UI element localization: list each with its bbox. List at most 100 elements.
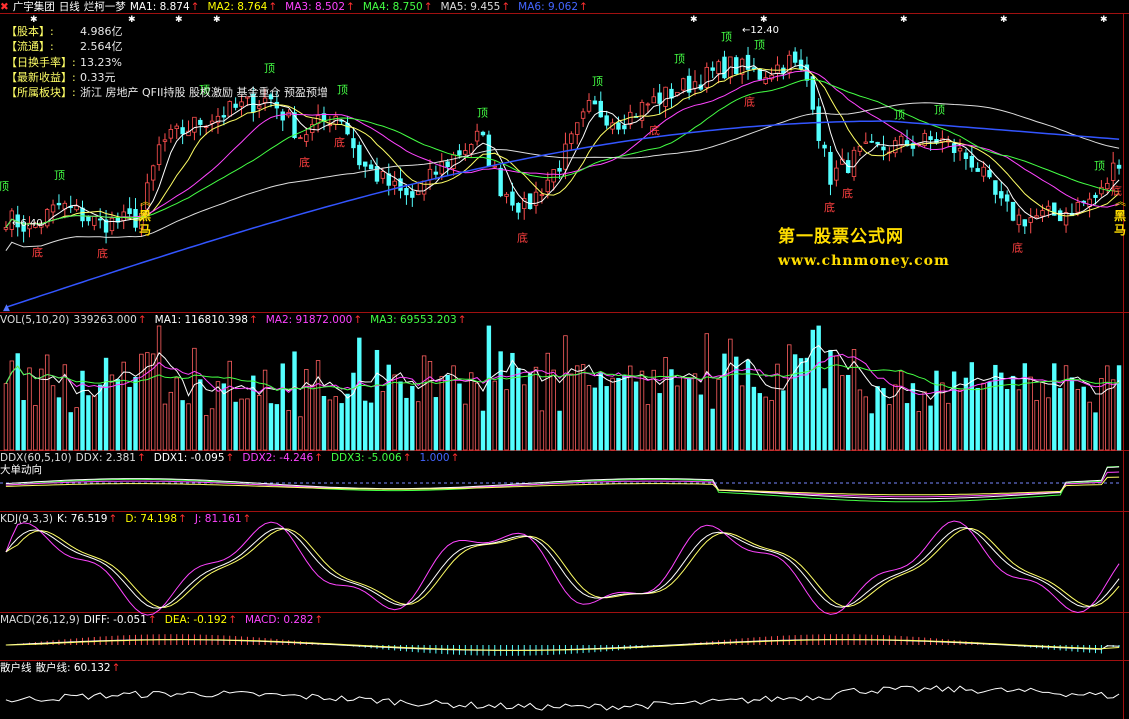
top-marker: 顶 <box>894 108 905 121</box>
candle-body <box>233 103 238 108</box>
candle-body <box>374 166 380 182</box>
volume-bar <box>586 385 592 451</box>
retail-label[interactable]: 散户线 <box>0 662 32 674</box>
candle-body <box>875 141 880 145</box>
candle-body <box>1063 212 1069 226</box>
watermark: 第一股票公式网 www.chnmoney.com <box>778 222 950 269</box>
low-price-label: ←6.40 <box>12 218 43 229</box>
signal-dot-icon: ✱ <box>690 15 698 25</box>
candle-body <box>469 144 474 154</box>
candle-body <box>74 205 79 211</box>
kdj-header: KDJ(9,3,3) K: 76.519↑ D: 74.198↑ J: 81.161↑ <box>0 512 263 526</box>
volume-bar <box>62 364 68 451</box>
volume-bar <box>39 368 44 451</box>
volume-bar <box>716 378 721 451</box>
volume-bar <box>186 403 191 451</box>
volume-bar <box>551 369 556 451</box>
vol-value-3: MA2: 91872.000↑ <box>265 314 363 326</box>
top-marker: 顶 <box>674 53 685 66</box>
candle-body <box>751 67 757 70</box>
top-marker: 顶 <box>0 180 9 193</box>
volume-header: VOL(5,10,20) 339263.000↑ MA1: 116810.398↑ M… <box>0 313 479 327</box>
candle-body <box>198 119 203 125</box>
volume-bar <box>840 375 845 451</box>
macd-value-1: DIFF: -0.051↑ <box>83 614 157 626</box>
candle-body <box>745 54 751 70</box>
volume-bar <box>168 391 174 451</box>
volume-bar <box>775 363 780 451</box>
volume-label[interactable]: VOL(5,10,20) <box>0 314 70 326</box>
indicator-name: 烂柯一梦 <box>83 1 126 13</box>
info-key: 【日换手率】: <box>6 55 76 69</box>
up-arrow-icon: ↑ <box>402 452 412 464</box>
vol-value-4: MA3: 69553.203↑ <box>370 314 467 326</box>
candle-body <box>1075 202 1081 213</box>
candle-body <box>663 86 668 107</box>
volume-bar <box>198 379 203 451</box>
candle-body <box>716 61 721 74</box>
candle-body <box>398 178 403 191</box>
volume-bar <box>981 382 986 451</box>
volume-bar <box>1022 363 1028 451</box>
kdj-label[interactable]: KDJ(9,3,3) <box>0 513 53 525</box>
volume-bar <box>686 377 692 451</box>
signal-dot-icon: ✱ <box>213 15 221 25</box>
volume-bar <box>722 353 727 451</box>
candle-body <box>3 227 9 230</box>
ma-value-3: MA3: 8.502↑ <box>285 1 355 13</box>
candle-body <box>21 222 26 232</box>
candle-body <box>457 150 462 156</box>
volume-bar <box>681 376 686 451</box>
volume-bar <box>863 396 869 451</box>
candle-body <box>792 51 798 63</box>
app-icon[interactable]: ✖ <box>0 1 9 13</box>
candle-body <box>834 167 839 181</box>
kdj-value-1: K: 76.519↑ <box>56 513 118 525</box>
candle-body <box>121 211 126 221</box>
ddx-label[interactable]: DDX(60,5,10) <box>0 452 72 464</box>
volume-bar <box>1004 389 1010 451</box>
volume-bar <box>44 354 50 451</box>
volume-bar <box>975 387 980 451</box>
volume-bar <box>251 375 256 451</box>
candle-body <box>363 161 368 167</box>
candle-body <box>704 66 709 88</box>
candle-body <box>292 112 297 138</box>
volume-bar <box>875 386 880 451</box>
candle-body <box>80 207 85 222</box>
candle-body <box>280 111 285 121</box>
ddx-line-4 <box>5 476 1120 496</box>
bottom-marker: 底 <box>744 94 755 108</box>
candle-body <box>103 219 109 233</box>
volume-bar <box>33 405 38 451</box>
candle-body <box>268 94 274 100</box>
top-marker: 顶 <box>721 31 732 44</box>
up-arrow-icon: ↑ <box>178 513 187 525</box>
candle-body <box>669 88 674 99</box>
stock-info-panel: 【股本】: 4.986亿 【流通】: 2.564亿 【日换手率】: 13.23% 【最新收益… <box>6 24 328 100</box>
candle-body <box>351 138 356 149</box>
period-label[interactable]: 日线 <box>58 1 80 13</box>
candle-body <box>981 166 986 177</box>
volume-bar <box>1052 363 1057 451</box>
volume-bar <box>315 360 321 451</box>
volume-bar <box>922 391 927 451</box>
up-arrow-icon: ↑ <box>136 452 146 464</box>
info-key: 【流通】: <box>6 40 54 54</box>
volume-bar <box>916 411 922 451</box>
candle-body <box>539 194 545 196</box>
ddx-value-3: DDX2: -4.246↑ <box>242 452 323 464</box>
candle-body <box>898 135 904 146</box>
candle-body <box>298 137 303 140</box>
up-arrow-icon: ↑ <box>501 1 511 13</box>
bottom-marker: 底 <box>299 155 310 169</box>
watermark-title: 第一股票公式网 <box>778 227 904 247</box>
macd-label[interactable]: MACD(26,12,9) <box>0 614 80 626</box>
ma4-line <box>5 78 1120 228</box>
volume-bar <box>940 382 945 451</box>
ma3-line <box>5 70 1120 228</box>
top-marker: 顶 <box>477 107 488 120</box>
candle-body <box>392 180 397 186</box>
up-arrow-icon: ↑ <box>268 1 278 13</box>
candle-body <box>480 131 486 136</box>
